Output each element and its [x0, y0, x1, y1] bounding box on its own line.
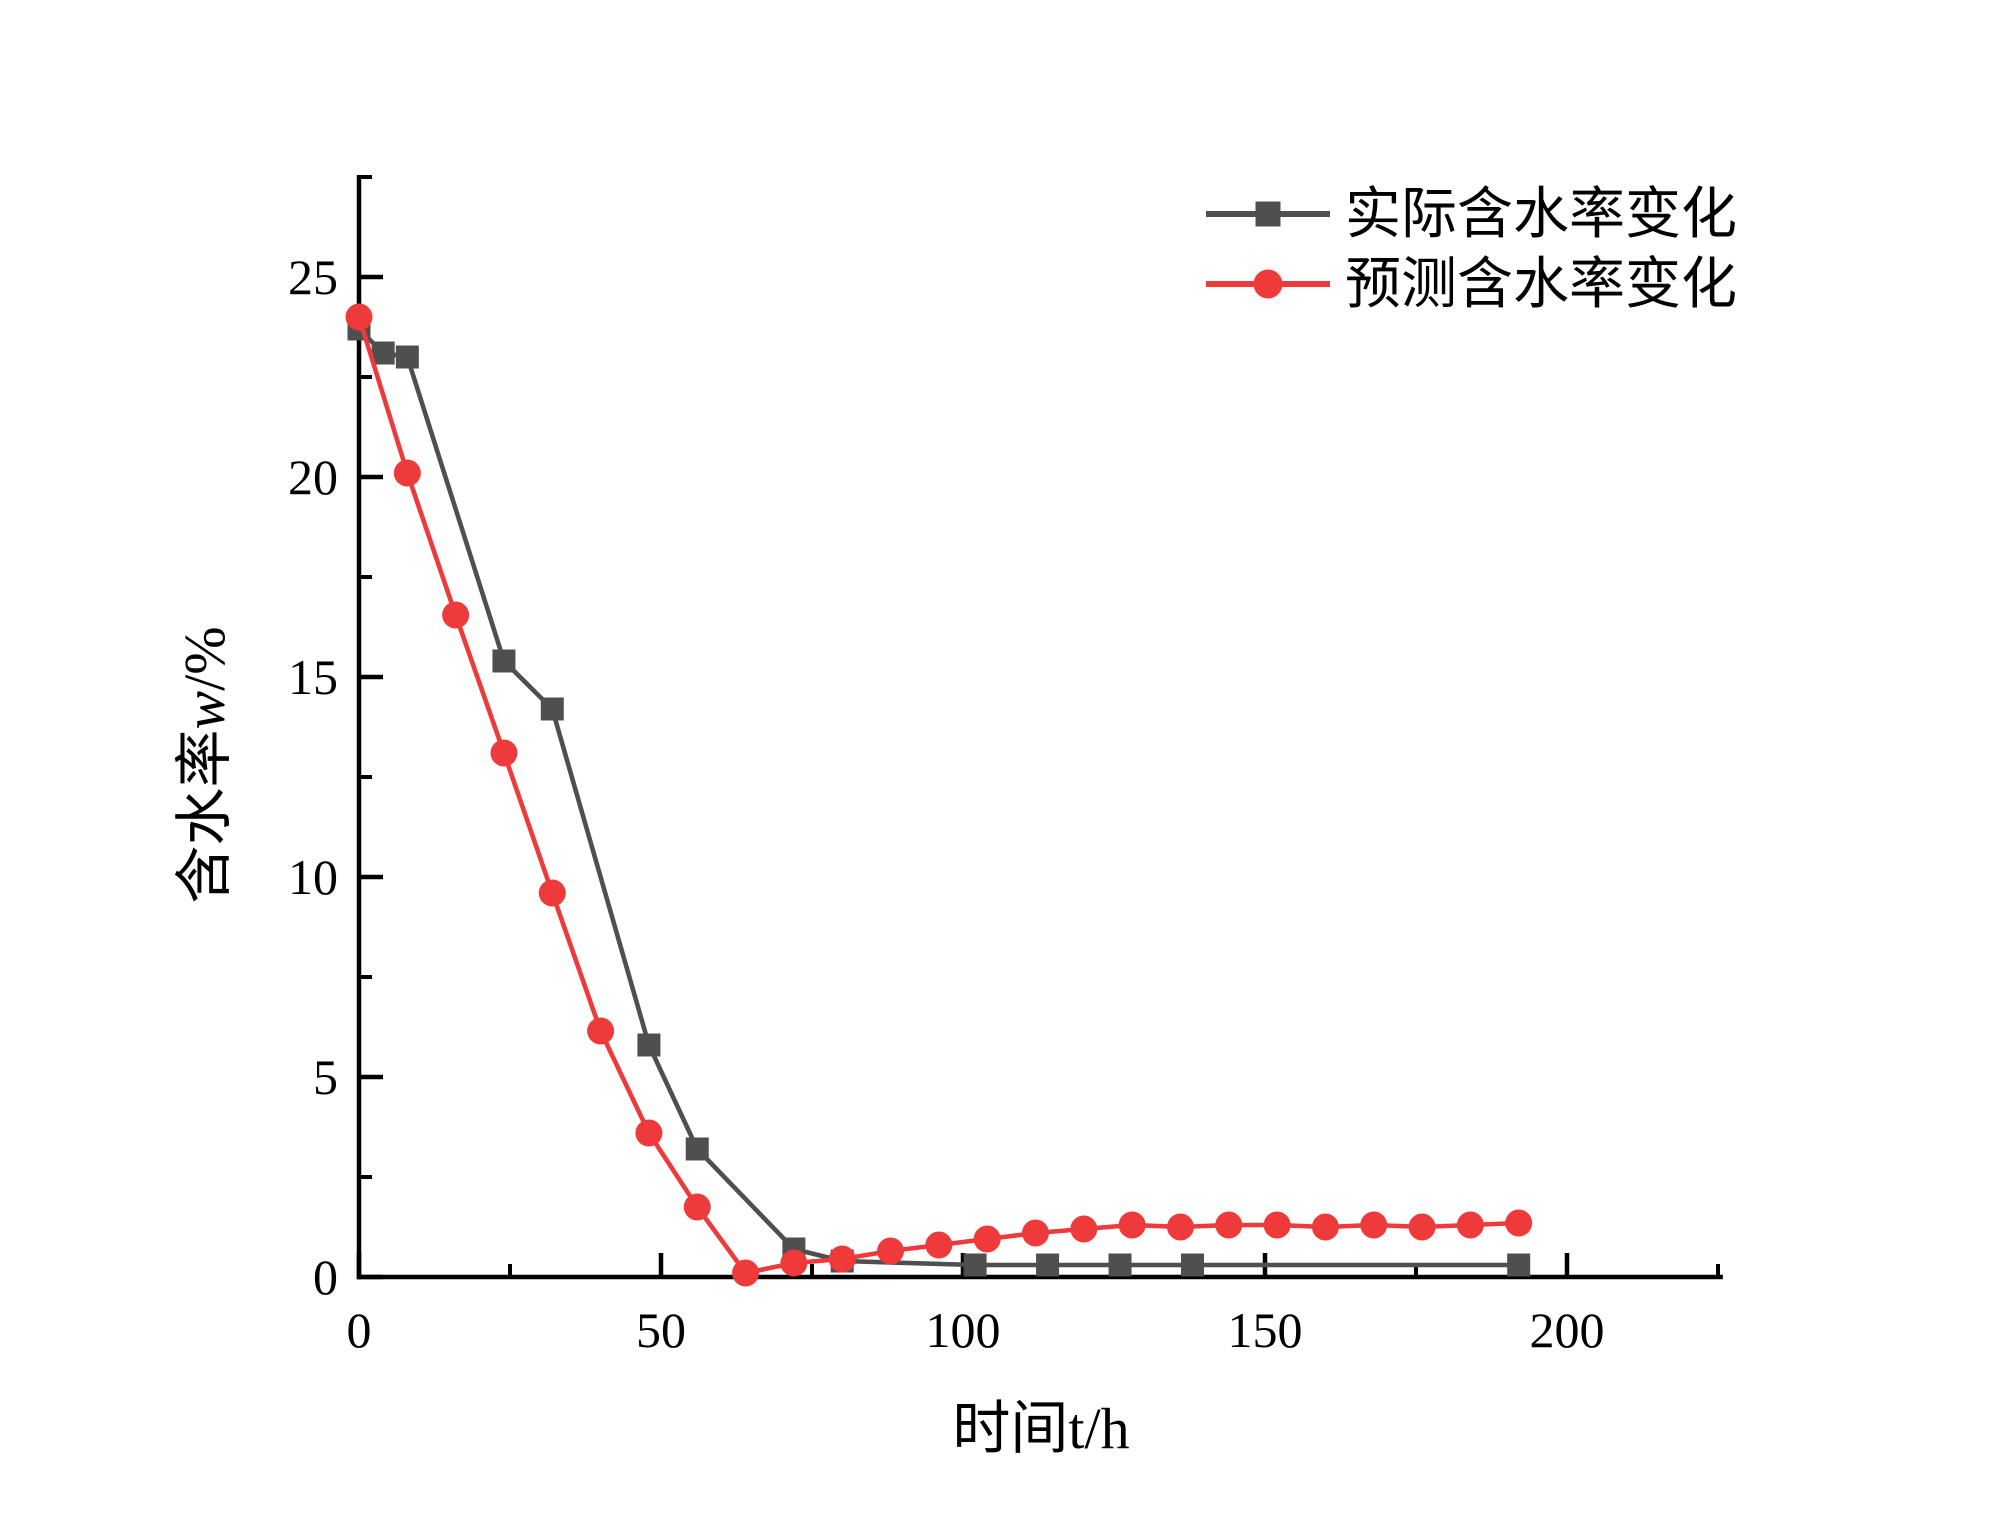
- x-tick-label: 200: [1530, 1302, 1605, 1358]
- data-point-square: [963, 1253, 987, 1277]
- y-tick-label: 15: [288, 649, 338, 705]
- x-axis-label: 时间t/h: [952, 1396, 1129, 1461]
- data-point-circle: [828, 1245, 856, 1273]
- legend: 实际含水率变化 预测含水率变化: [1206, 184, 1737, 316]
- data-point-square: [685, 1137, 709, 1161]
- x-tick-label: 150: [1228, 1302, 1303, 1358]
- y-tick-label: 0: [313, 1249, 338, 1305]
- data-point-circle: [393, 459, 421, 487]
- data-point-circle: [1408, 1213, 1436, 1241]
- data-point-circle: [973, 1225, 1001, 1253]
- data-point-square: [540, 697, 564, 721]
- data-point-circle: [1311, 1213, 1339, 1241]
- data-point-circle: [1118, 1211, 1146, 1239]
- data-point-square: [637, 1033, 661, 1057]
- y-tick-label: 5: [313, 1049, 338, 1105]
- y-tick-label: 20: [288, 449, 338, 505]
- data-point-circle: [732, 1259, 760, 1287]
- data-point-square: [1507, 1253, 1531, 1277]
- data-point-circle: [1215, 1211, 1243, 1239]
- data-point-square: [1181, 1253, 1205, 1277]
- data-point-circle: [538, 879, 566, 907]
- x-tick-label: 50: [636, 1302, 686, 1358]
- x-tick-label: 100: [926, 1302, 1001, 1358]
- data-point-circle: [925, 1231, 953, 1259]
- y-axis-label-unit: /%: [172, 626, 237, 690]
- data-point-square: [1108, 1253, 1132, 1277]
- y-axis-label: 含水率w/%: [172, 626, 237, 903]
- legend-marker-actual-square: [1255, 201, 1281, 227]
- data-point-circle: [780, 1249, 808, 1277]
- axes: 0 50 100 150 200 0 5 10 15 20 25: [288, 175, 1723, 1358]
- data-point-circle: [1456, 1211, 1484, 1239]
- data-point-circle: [490, 739, 518, 767]
- data-point-circle: [345, 303, 373, 331]
- data-point-circle: [1021, 1219, 1049, 1247]
- legend-label-actual: 实际含水率变化: [1345, 184, 1737, 246]
- legend-label-predicted: 预测含水率变化: [1345, 254, 1737, 316]
- data-point-circle: [1505, 1209, 1533, 1237]
- data-point-circle: [1070, 1215, 1098, 1243]
- data-point-circle: [1360, 1211, 1388, 1239]
- data-point-circle: [877, 1237, 905, 1265]
- y-axis-label-cn: 含水率: [172, 730, 237, 904]
- data-point-square: [1036, 1253, 1060, 1277]
- y-tick-label: 10: [288, 849, 338, 905]
- data-point-circle: [587, 1017, 615, 1045]
- series-line-0: [356, 326, 1521, 1268]
- series-line-1: [356, 314, 1521, 1276]
- legend-marker-predicted-circle: [1253, 269, 1283, 299]
- series: [345, 303, 1533, 1287]
- y-axis-label-var: w: [172, 691, 237, 730]
- data-point-square: [395, 345, 419, 369]
- y-tick-label: 25: [288, 249, 338, 305]
- data-point-circle: [1263, 1211, 1291, 1239]
- x-tick-label: 0: [347, 1302, 372, 1358]
- data-point-square: [371, 341, 395, 365]
- data-point-circle: [1166, 1213, 1194, 1241]
- data-point-circle: [442, 601, 470, 629]
- data-point-circle: [635, 1119, 663, 1147]
- data-point-circle: [683, 1193, 711, 1221]
- data-point-square: [492, 649, 516, 673]
